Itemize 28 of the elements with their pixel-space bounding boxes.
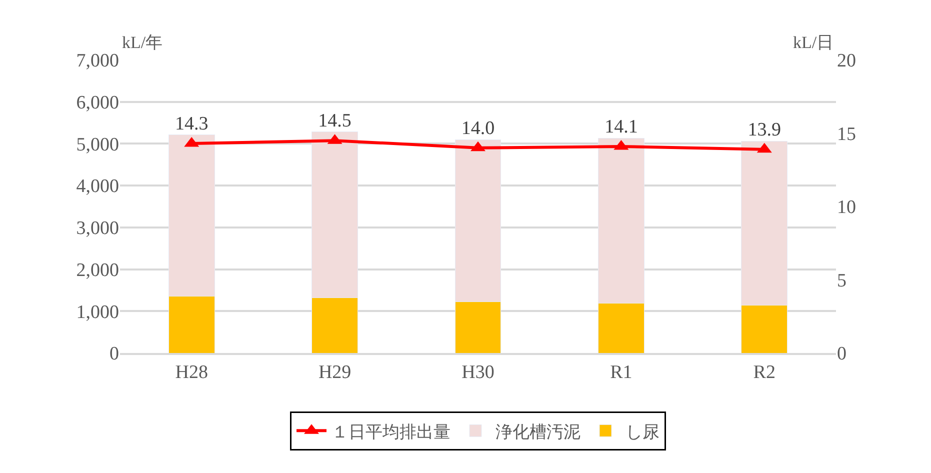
- data-label: 14.0: [461, 118, 495, 140]
- legend-label: し尿: [626, 422, 660, 442]
- y2-tick-label: 5: [837, 270, 846, 292]
- data-label: 14.1: [604, 116, 638, 138]
- y2-tick-label: 10: [837, 197, 856, 218]
- x-tick-label: R1: [610, 362, 632, 383]
- y-tick-label: 2,000: [76, 260, 119, 281]
- y2-tick-label: 20: [837, 50, 856, 72]
- y-tick-label: 4,000: [76, 176, 119, 198]
- x-tick-label: H29: [318, 362, 352, 383]
- y2-tick-label: 15: [837, 124, 856, 145]
- y-tick-label: 0: [110, 344, 119, 365]
- legend-label: １日平均排出量: [332, 422, 450, 442]
- data-label: 14.3: [174, 114, 208, 135]
- y-tick-label: 1,000: [76, 302, 119, 323]
- data-label: 14.5: [318, 110, 352, 132]
- y-tick-label: 5,000: [76, 134, 119, 156]
- y-tick-label: 3,000: [76, 218, 119, 240]
- data-label: 13.9: [748, 119, 782, 140]
- legend-label: 浄化槽汚泥: [496, 422, 580, 442]
- y-axis-title: kL/年: [122, 33, 163, 52]
- x-tick-label: H28: [175, 362, 208, 383]
- y-tick-label: 6,000: [76, 92, 119, 114]
- y2-tick-label: 0: [837, 344, 846, 365]
- y-tick-label: 7,000: [76, 50, 119, 72]
- x-tick-label: H30: [462, 362, 494, 383]
- x-tick-label: R2: [753, 362, 776, 383]
- y2-axis-title: kL/日: [793, 33, 834, 52]
